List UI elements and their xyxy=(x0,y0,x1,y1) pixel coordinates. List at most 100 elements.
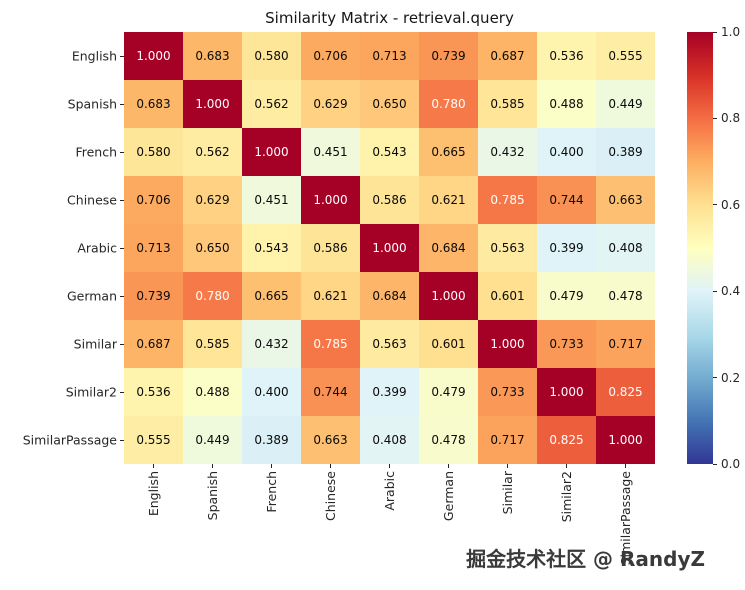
y-tick-label: English xyxy=(71,48,117,64)
heatmap-cell: 0.683 xyxy=(124,80,183,128)
heatmap-cell: 1.000 xyxy=(183,80,242,128)
heatmap-cell: 0.717 xyxy=(478,416,537,464)
heatmap-cell: 0.488 xyxy=(537,80,596,128)
heatmap-cell: 0.601 xyxy=(419,320,478,368)
heatmap-cell: 0.478 xyxy=(419,416,478,464)
heatmap-cell: 0.629 xyxy=(183,176,242,224)
heatmap-cell: 0.562 xyxy=(242,80,301,128)
x-tick-label: Spanish xyxy=(204,471,220,521)
tick-mark xyxy=(625,464,626,468)
heatmap-cell: 0.601 xyxy=(478,272,537,320)
heatmap-cell: 0.780 xyxy=(183,272,242,320)
y-tick-label: Arabic xyxy=(77,240,117,256)
tick-mark xyxy=(389,464,390,468)
x-tick-label: Chinese xyxy=(322,471,338,521)
heatmap-cell: 0.687 xyxy=(478,32,537,80)
heatmap-cell: 0.449 xyxy=(183,416,242,464)
heatmap-cell: 0.629 xyxy=(301,80,360,128)
colorbar-tick-label: 0.2 xyxy=(721,370,741,385)
heatmap-cell: 0.389 xyxy=(242,416,301,464)
y-tick-label: Chinese xyxy=(67,192,117,208)
tick-mark xyxy=(448,464,449,468)
heatmap-cell: 0.555 xyxy=(596,32,655,80)
heatmap-cell: 0.621 xyxy=(419,176,478,224)
heatmap-cell: 0.785 xyxy=(301,320,360,368)
y-tick-label: German xyxy=(66,288,117,304)
heatmap-cell: 0.706 xyxy=(124,176,183,224)
heatmap-cell: 0.399 xyxy=(537,224,596,272)
y-tick-label: SimilarPassage xyxy=(22,432,117,448)
x-axis: English Spanish French Chinese Arabic German S… xyxy=(124,471,655,590)
colorbar-tick-label: 0.4 xyxy=(721,284,741,299)
y-tick-label: Similar xyxy=(73,336,117,352)
heatmap-cell: 0.580 xyxy=(124,128,183,176)
heatmap-cell: 0.706 xyxy=(301,32,360,80)
y-axis: English Spanish French Chinese Arabic German S… xyxy=(0,32,117,464)
heatmap-cell: 0.400 xyxy=(242,368,301,416)
heatmap-cell: 0.663 xyxy=(596,176,655,224)
heatmap-cell: 1.000 xyxy=(360,224,419,272)
heatmap-cell: 0.665 xyxy=(419,128,478,176)
heatmap-cell: 0.543 xyxy=(242,224,301,272)
heatmap-cell: 0.650 xyxy=(183,224,242,272)
heatmap-cell: 0.389 xyxy=(596,128,655,176)
heatmap-cell: 1.000 xyxy=(419,272,478,320)
heatmap-cell: 0.449 xyxy=(596,80,655,128)
y-tick-label: Similar2 xyxy=(65,384,117,400)
heatmap-cell: 0.408 xyxy=(596,224,655,272)
heatmap-cell: 0.744 xyxy=(537,176,596,224)
heatmap-cell: 1.000 xyxy=(596,416,655,464)
heatmap-grid: 1.000 0.683 0.580 0.706 0.713 0.739 0.687 0.536… xyxy=(124,32,655,464)
heatmap-cell: 1.000 xyxy=(242,128,301,176)
heatmap-cell: 0.825 xyxy=(596,368,655,416)
heatmap-cell: 0.665 xyxy=(242,272,301,320)
heatmap-cell: 0.744 xyxy=(301,368,360,416)
heatmap-cell: 0.586 xyxy=(301,224,360,272)
heatmap-cell: 1.000 xyxy=(478,320,537,368)
heatmap-cell: 0.650 xyxy=(360,80,419,128)
x-tick-label: English xyxy=(145,471,161,517)
heatmap-cell: 0.586 xyxy=(360,176,419,224)
heatmap-cell: 0.478 xyxy=(596,272,655,320)
heatmap-cell: 0.479 xyxy=(537,272,596,320)
heatmap-cell: 0.555 xyxy=(124,416,183,464)
heatmap-cell: 0.399 xyxy=(360,368,419,416)
heatmap-cell: 0.432 xyxy=(478,128,537,176)
colorbar-tick-label: 0.8 xyxy=(721,111,741,126)
heatmap-cell: 0.683 xyxy=(183,32,242,80)
colorbar-tick-label: 0.0 xyxy=(721,457,741,471)
tick-mark xyxy=(212,464,213,468)
heatmap-cell: 0.621 xyxy=(301,272,360,320)
heatmap-cell: 0.733 xyxy=(478,368,537,416)
heatmap-cell: 0.451 xyxy=(301,128,360,176)
x-tick-label: Similar2 xyxy=(558,471,574,523)
heatmap-cell: 0.687 xyxy=(124,320,183,368)
colorbar-tick-label: 0.6 xyxy=(721,197,741,212)
heatmap-cell: 0.563 xyxy=(478,224,537,272)
heatmap-cell: 0.488 xyxy=(183,368,242,416)
heatmap-cell: 0.684 xyxy=(360,272,419,320)
heatmap-cell: 0.432 xyxy=(242,320,301,368)
x-tick-label: Arabic xyxy=(381,471,397,511)
heatmap-cell: 0.408 xyxy=(360,416,419,464)
heatmap-cell: 1.000 xyxy=(124,32,183,80)
heatmap-cell: 0.400 xyxy=(537,128,596,176)
y-tick-label: French xyxy=(75,144,117,160)
colorbar-gradient xyxy=(687,32,713,464)
x-tick-label: Similar xyxy=(499,471,515,515)
heatmap-cell: 0.717 xyxy=(596,320,655,368)
tick-mark xyxy=(507,464,508,468)
heatmap-cell: 0.780 xyxy=(419,80,478,128)
heatmap-cell: 0.739 xyxy=(124,272,183,320)
heatmap-cell: 0.825 xyxy=(537,416,596,464)
tick-mark xyxy=(566,464,567,468)
heatmap-cell: 0.562 xyxy=(183,128,242,176)
heatmap-cell: 0.739 xyxy=(419,32,478,80)
colorbar: 0.0 0.2 0.4 0.6 0.8 1.0 xyxy=(687,25,745,471)
heatmap-cell: 0.713 xyxy=(124,224,183,272)
heatmap-cell: 0.585 xyxy=(183,320,242,368)
heatmap-cell: 0.563 xyxy=(360,320,419,368)
heatmap-cell: 0.684 xyxy=(419,224,478,272)
heatmap-cell: 0.543 xyxy=(360,128,419,176)
